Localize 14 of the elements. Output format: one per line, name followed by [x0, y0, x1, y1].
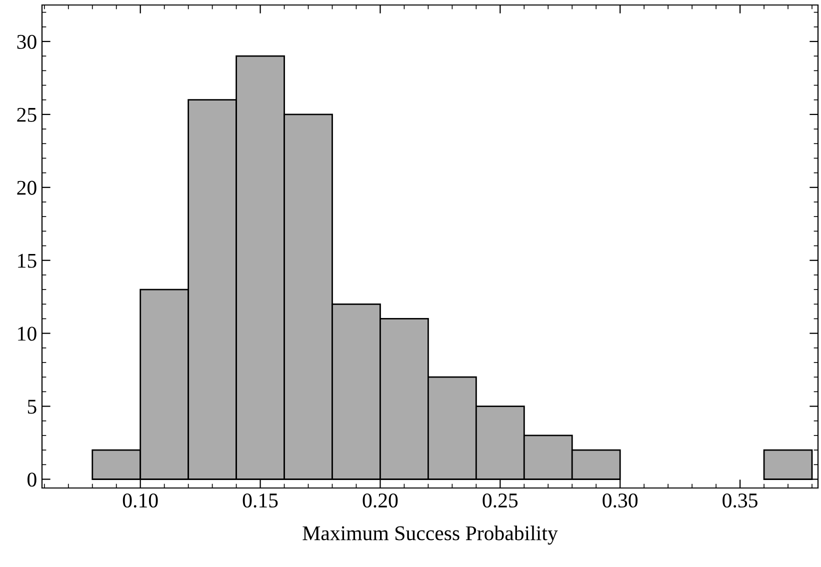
y-tick-label: 5: [28, 400, 36, 414]
x-tick-label: 0.30: [602, 493, 638, 508]
x-tick-label: 0.35: [722, 493, 758, 508]
y-tick-label: 10: [18, 326, 36, 341]
x-tick-label: 0.25: [482, 493, 518, 508]
y-tick-label: 0: [28, 472, 36, 487]
x-tick-label: 0.10: [122, 493, 158, 508]
x-tick-label: 0.20: [362, 493, 398, 508]
x-tick-label: 0.15: [242, 493, 278, 508]
x-axis-title: Maximum Success Probability: [302, 526, 558, 545]
y-tick-label: 30: [17, 34, 36, 49]
y-tick-label: 20: [17, 180, 36, 195]
y-tick-label: 15: [18, 254, 36, 268]
y-tick-label: 25: [17, 108, 36, 122]
